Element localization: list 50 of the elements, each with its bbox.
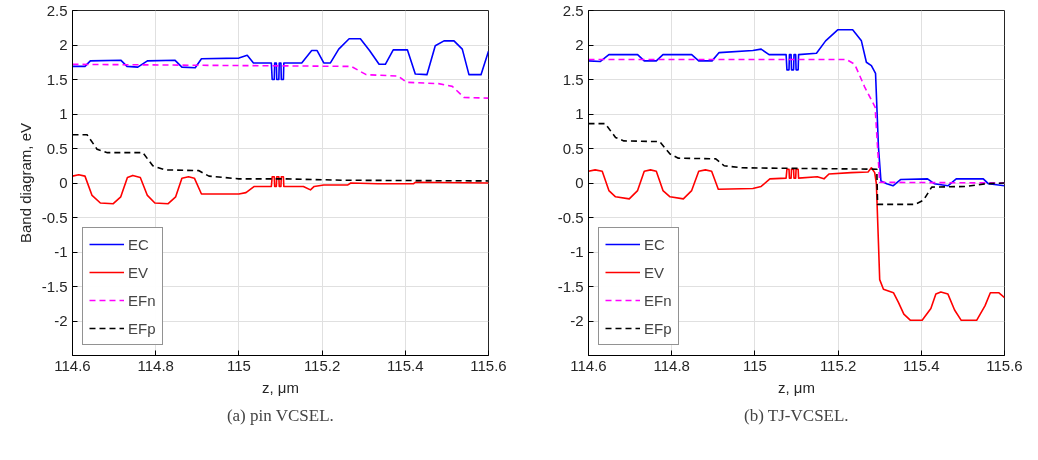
x-tick-label: 115 (226, 356, 251, 374)
text: (b) TJ-VCSEL. (744, 405, 849, 425)
line-series (72, 37, 489, 81)
x-tick-label: 115.6 (470, 356, 507, 374)
y-tick-label: 1.5 (562, 70, 584, 88)
y-tick-label: -1.5 (557, 277, 584, 295)
x-tick-label: 114.6 (54, 356, 91, 374)
x-tick-label: 115.4 (387, 356, 424, 374)
line-series (72, 63, 489, 99)
text: (a) pin VCSEL. (226, 405, 334, 425)
y-tick-label: -0.5 (557, 208, 584, 226)
y-tick-label: 1.5 (46, 70, 68, 88)
y-tick-label: 2.5 (562, 1, 584, 19)
x-tick-label: 115.4 (903, 356, 940, 374)
line-series (588, 29, 1005, 187)
y-tick-label: 1 (575, 105, 584, 122)
legend-label: EC (644, 234, 665, 254)
y-tick-label: 0 (59, 174, 68, 191)
y-tick-label: 0.5 (46, 139, 68, 157)
legend-label: EFp (128, 318, 156, 338)
x-tick-label: 115.2 (819, 356, 857, 374)
y-tick-label: -2 (570, 312, 584, 329)
x-tick-label: 114.8 (137, 356, 174, 374)
y-tick-label: 2 (59, 36, 68, 53)
y-axis-title: Band diagram, eV (16, 122, 34, 244)
x-tick-label: 114.6 (570, 356, 607, 374)
y-tick-label: -1 (570, 243, 584, 260)
legend-label: EFn (644, 290, 672, 310)
x-axis-title: z, μm (262, 378, 299, 396)
y-tick-label: 0 (575, 174, 584, 191)
y-tick-label: 2.5 (46, 1, 68, 19)
line-series (72, 173, 489, 205)
line-series (588, 167, 1005, 322)
x-tick-label: 115.2 (303, 356, 341, 374)
x-tick-label: 115.6 (986, 356, 1023, 374)
y-tick-label: -1 (54, 243, 68, 260)
y-tick-label: -1.5 (41, 277, 68, 295)
legend-label: EFp (644, 318, 672, 338)
x-tick-label: 114.8 (653, 356, 690, 374)
y-tick-label: 1 (59, 105, 68, 122)
y-tick-label: -0.5 (41, 208, 68, 226)
legend-label: EV (128, 262, 149, 282)
y-tick-label: 2 (575, 36, 584, 53)
y-tick-label: -2 (54, 312, 68, 329)
legend-label: EFn (128, 290, 156, 310)
x-tick-label: 115 (742, 356, 767, 374)
x-axis-title: z, μm (778, 378, 815, 396)
legend-label: EC (128, 234, 149, 254)
legend-label: EV (644, 262, 665, 282)
y-tick-label: 0.5 (562, 139, 584, 157)
